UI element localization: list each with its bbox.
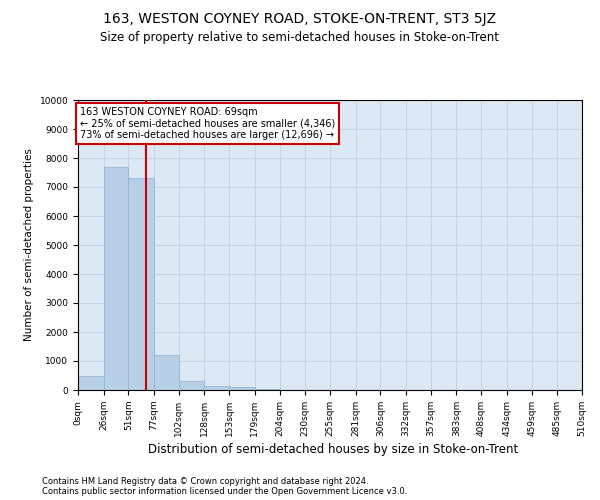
Text: Distribution of semi-detached houses by size in Stoke-on-Trent: Distribution of semi-detached houses by … — [148, 442, 518, 456]
Text: 163 WESTON COYNEY ROAD: 69sqm
← 25% of semi-detached houses are smaller (4,346)
: 163 WESTON COYNEY ROAD: 69sqm ← 25% of s… — [80, 108, 335, 140]
Bar — [104, 166, 128, 390]
Y-axis label: Number of semi-detached properties: Number of semi-detached properties — [24, 148, 34, 342]
Text: Contains HM Land Registry data © Crown copyright and database right 2024.: Contains HM Land Registry data © Crown c… — [42, 478, 368, 486]
Text: Size of property relative to semi-detached houses in Stoke-on-Trent: Size of property relative to semi-detach… — [101, 31, 499, 44]
Bar — [229, 387, 255, 390]
Bar — [179, 382, 205, 390]
Text: 163, WESTON COYNEY ROAD, STOKE-ON-TRENT, ST3 5JZ: 163, WESTON COYNEY ROAD, STOKE-ON-TRENT,… — [103, 12, 497, 26]
Bar — [154, 355, 179, 390]
Text: Contains public sector information licensed under the Open Government Licence v3: Contains public sector information licen… — [42, 488, 407, 496]
Bar — [78, 376, 104, 390]
Bar — [128, 178, 154, 390]
Bar — [205, 386, 229, 390]
Bar — [255, 388, 280, 390]
